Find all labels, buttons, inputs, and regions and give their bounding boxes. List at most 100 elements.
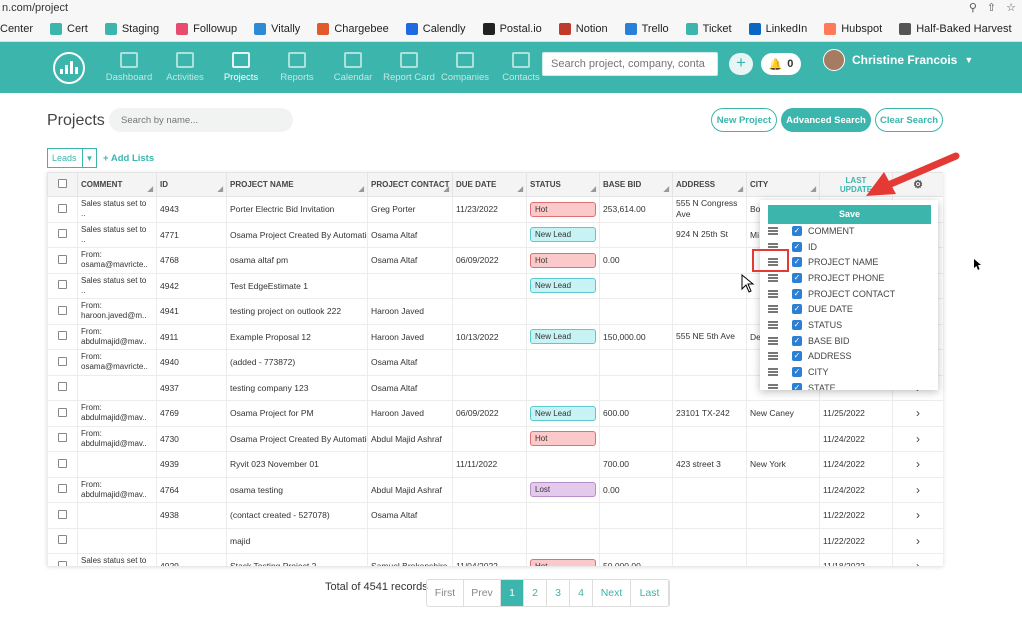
nav-item-contacts[interactable]: Contacts bbox=[493, 52, 549, 83]
clear-search-button[interactable]: Clear Search bbox=[875, 108, 943, 132]
table-row[interactable]: majid 11/22/2022 › bbox=[47, 527, 943, 554]
list-caret-icon[interactable]: ▼ bbox=[83, 148, 97, 168]
notifications-button[interactable]: 🔔 0 bbox=[761, 53, 801, 75]
nav-item-activities[interactable]: Activities bbox=[157, 52, 213, 83]
project-search-input[interactable] bbox=[109, 108, 293, 132]
drag-handle-icon[interactable] bbox=[768, 289, 778, 298]
chevron-right-icon[interactable]: › bbox=[916, 559, 920, 566]
gear-icon[interactable]: ⚙ bbox=[913, 179, 923, 191]
row-checkbox[interactable] bbox=[58, 407, 67, 417]
bookmark-item[interactable]: Ticket bbox=[685, 22, 732, 35]
row-checkbox[interactable] bbox=[58, 382, 67, 392]
resize-handle-icon[interactable]: ◢ bbox=[358, 186, 364, 193]
drag-handle-icon[interactable] bbox=[768, 336, 778, 345]
table-row[interactable]: From: abdulmajid@mav.. 4764 osama testing A… bbox=[47, 476, 943, 503]
table-row[interactable]: 4938 (contact created - 527078) Osama Alta… bbox=[47, 502, 943, 529]
resize-handle-icon[interactable]: ◢ bbox=[663, 186, 669, 193]
new-project-button[interactable]: New Project bbox=[711, 108, 777, 132]
chevron-right-icon[interactable]: › bbox=[916, 508, 920, 523]
column-checkbox[interactable]: ✓ bbox=[792, 367, 802, 378]
bookmark-item[interactable]: Calendly bbox=[405, 22, 466, 35]
star-icon[interactable]: ☆ bbox=[1006, 2, 1016, 14]
column-header-due-date[interactable]: DUE DATE ◢ bbox=[452, 172, 527, 197]
resize-handle-icon[interactable]: ◢ bbox=[810, 186, 816, 193]
nav-item-reports[interactable]: Reports bbox=[269, 52, 325, 83]
row-checkbox[interactable] bbox=[58, 433, 67, 443]
bookmark-item[interactable]: Vitally bbox=[254, 22, 300, 35]
chevron-right-icon[interactable]: › bbox=[916, 431, 920, 446]
column-checkbox[interactable]: ✓ bbox=[792, 335, 802, 346]
status-badge[interactable]: New Lead bbox=[530, 278, 596, 294]
bookmark-item[interactable]: Postal.io bbox=[482, 22, 542, 35]
row-checkbox[interactable] bbox=[58, 458, 67, 468]
column-checkbox[interactable]: ✓ bbox=[792, 241, 802, 252]
page-2-button[interactable]: 2 bbox=[524, 580, 547, 606]
column-checkbox[interactable]: ✓ bbox=[792, 320, 802, 331]
column-option[interactable]: ✓ STATE bbox=[768, 380, 836, 390]
resize-handle-icon[interactable]: ◢ bbox=[737, 186, 743, 193]
row-open-cell[interactable]: › bbox=[892, 425, 943, 452]
nav-item-companies[interactable]: Companies bbox=[437, 52, 493, 83]
column-option[interactable]: ✓ PROJECT CONTACT bbox=[768, 286, 895, 302]
bookmark-item[interactable]: Cert bbox=[50, 22, 88, 35]
row-checkbox[interactable] bbox=[58, 305, 67, 315]
table-row[interactable]: From: abdulmajid@mav.. 4730 Osama Project … bbox=[47, 425, 943, 452]
row-open-cell[interactable]: › bbox=[892, 400, 943, 427]
table-row[interactable]: From: abdulmajid@mav.. 4769 Osama Project … bbox=[47, 400, 943, 427]
column-option[interactable]: ✓ STATUS bbox=[768, 317, 842, 333]
row-open-cell[interactable]: › bbox=[892, 451, 943, 478]
save-columns-button[interactable]: Save bbox=[768, 205, 931, 224]
table-row[interactable]: Sales status set to .. 4943 Porter Electri… bbox=[47, 196, 943, 223]
bookmark-item[interactable]: Trello bbox=[624, 22, 669, 35]
resize-handle-icon[interactable]: ◢ bbox=[443, 186, 449, 193]
row-checkbox[interactable] bbox=[58, 331, 67, 341]
share-icon[interactable]: ⇧ bbox=[986, 2, 997, 14]
next-page-button[interactable]: Next bbox=[593, 580, 631, 606]
status-badge[interactable]: Hot bbox=[530, 558, 596, 566]
column-option[interactable]: ✓ CITY bbox=[768, 364, 829, 380]
drag-handle-icon[interactable] bbox=[768, 305, 778, 314]
list-select[interactable]: Leads bbox=[47, 148, 83, 168]
status-badge[interactable]: New Lead bbox=[530, 227, 596, 243]
first-page-button[interactable]: First bbox=[427, 580, 464, 606]
user-menu[interactable]: Christine Francois ▼ bbox=[823, 49, 973, 71]
row-checkbox[interactable] bbox=[58, 535, 67, 545]
page-3-button[interactable]: 3 bbox=[547, 580, 570, 606]
app-logo[interactable] bbox=[53, 51, 85, 84]
drag-handle-icon[interactable] bbox=[768, 352, 778, 361]
row-checkbox[interactable] bbox=[58, 560, 67, 566]
status-badge[interactable]: Hot bbox=[530, 431, 596, 447]
bookmark-item[interactable]: LinkedIn bbox=[748, 22, 807, 35]
column-header-project-contact[interactable]: PROJECT CONTACT ◢ bbox=[367, 172, 453, 197]
page-4-button[interactable]: 4 bbox=[570, 580, 593, 606]
column-header-city[interactable]: CITY ◢ bbox=[746, 172, 820, 197]
nav-item-calendar[interactable]: Calendar bbox=[325, 52, 381, 83]
global-search-input[interactable] bbox=[542, 52, 718, 76]
resize-handle-icon[interactable]: ◢ bbox=[147, 186, 153, 193]
table-row[interactable]: 4939 Ryvit 023 November 01 11/11/2022 700.0… bbox=[47, 451, 943, 478]
last-page-button[interactable]: Last bbox=[631, 580, 669, 606]
bookmark-item[interactable]: Chargebee bbox=[317, 22, 389, 35]
nav-item-projects[interactable]: Projects bbox=[213, 52, 269, 83]
row-open-cell[interactable]: › bbox=[892, 527, 943, 554]
column-option[interactable]: ✓ PROJECT NAME bbox=[768, 254, 878, 270]
drag-handle-icon[interactable] bbox=[768, 321, 778, 330]
column-option[interactable]: ✓ COMMENT bbox=[768, 223, 855, 239]
add-lists-link[interactable]: + Add Lists bbox=[103, 152, 155, 164]
select-all-checkbox[interactable] bbox=[58, 179, 67, 188]
bookmark-item[interactable]: Followup bbox=[176, 22, 237, 35]
row-checkbox[interactable] bbox=[58, 509, 67, 519]
drag-handle-icon[interactable] bbox=[768, 383, 778, 390]
row-checkbox[interactable] bbox=[58, 484, 67, 494]
column-header-project-name[interactable]: PROJECT NAME ◢ bbox=[226, 172, 368, 197]
nav-item-report-card[interactable]: Report Card bbox=[381, 52, 437, 83]
column-header-address[interactable]: ADDRESS ◢ bbox=[672, 172, 747, 197]
add-button[interactable]: + bbox=[729, 53, 753, 75]
chevron-right-icon[interactable]: › bbox=[916, 533, 920, 548]
resize-handle-icon[interactable]: ◢ bbox=[517, 186, 523, 193]
status-badge[interactable]: Hot bbox=[530, 201, 596, 217]
bookmark-item[interactable]: Center bbox=[0, 23, 33, 35]
column-header-id[interactable]: ID ◢ bbox=[156, 172, 227, 197]
row-checkbox[interactable] bbox=[58, 203, 67, 213]
resize-handle-icon[interactable]: ◢ bbox=[590, 186, 596, 193]
